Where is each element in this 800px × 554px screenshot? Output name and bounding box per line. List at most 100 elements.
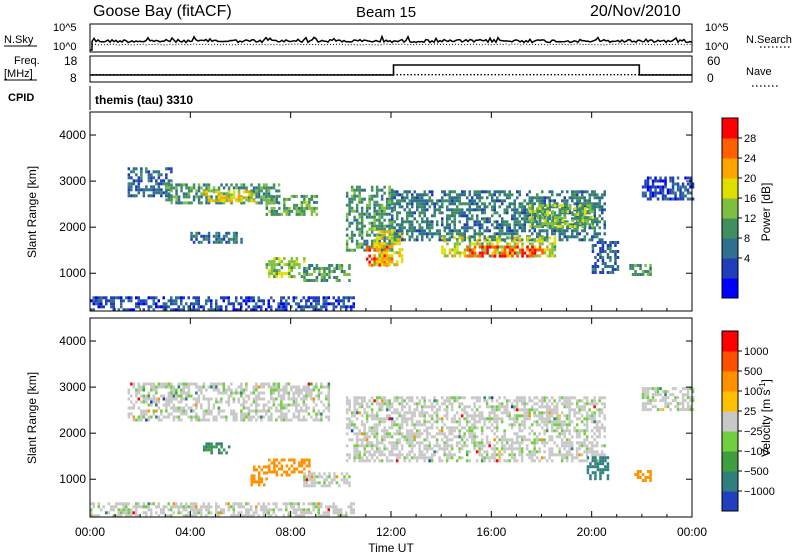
power-cell: [438, 211, 441, 215]
velocity-cell: [383, 444, 386, 448]
velocity-cell: [360, 402, 364, 406]
velocity-cell: [475, 399, 479, 403]
power-cell: [461, 211, 464, 215]
power-cell: [383, 236, 386, 240]
power-cell: [212, 199, 216, 203]
velocity-cell: [679, 390, 682, 394]
power-cell: [390, 245, 394, 249]
power-cell: [556, 202, 559, 206]
power-cell: [396, 190, 399, 194]
velocity-cell: [215, 385, 218, 389]
velocity-cell: [518, 435, 521, 439]
velocity-cell: [513, 420, 516, 424]
velocity-cell: [540, 438, 544, 442]
velocity-cell: [503, 438, 506, 442]
freq-trace: [90, 64, 692, 76]
power-cell: [360, 245, 364, 249]
velocity-cell: [661, 390, 665, 394]
velocity-cell: [548, 414, 551, 418]
power-cell: [205, 234, 208, 238]
velocity-cell: [578, 435, 581, 439]
power-cell: [423, 205, 426, 209]
power-cell: [476, 239, 479, 243]
power-cell: [488, 245, 492, 249]
velocity-cell: [510, 456, 514, 460]
velocity-cell: [483, 459, 486, 463]
power-cell: [172, 308, 175, 312]
power-cell: [396, 235, 399, 239]
power-cell: [576, 223, 579, 227]
velocity-cell: [242, 406, 246, 410]
power-cell: [396, 223, 399, 227]
velocity-cell: [553, 411, 556, 415]
power-cell: [350, 200, 354, 204]
velocity-cell: [543, 399, 546, 403]
velocity-cell: [448, 396, 451, 400]
power-ylabel: Slant Range [km]: [25, 166, 39, 258]
power-cell: [546, 225, 549, 229]
power-cell: [162, 182, 166, 186]
velocity-cell: [500, 438, 504, 442]
velocity-cell: [378, 453, 381, 457]
velocity-cell: [691, 387, 695, 391]
velocity-cell: [247, 418, 251, 422]
power-cell: [441, 217, 444, 221]
velocity-cell: [691, 390, 695, 394]
velocity-cell: [433, 411, 436, 415]
power-cell: [451, 208, 454, 212]
power-cell: [112, 302, 115, 306]
velocity-cell: [172, 397, 176, 401]
power-cell: [298, 212, 301, 216]
power-cell: [310, 197, 314, 201]
velocity-cell: [495, 414, 499, 418]
power-cell: [378, 215, 381, 219]
velocity-cell: [475, 444, 479, 448]
power-cell: [601, 271, 605, 274]
velocity-cell: [175, 391, 178, 395]
velocity-cell: [560, 456, 564, 460]
velocity-cell: [388, 408, 391, 412]
power-cell: [566, 190, 569, 194]
velocity-cell: [180, 400, 183, 404]
velocity-cell: [90, 511, 93, 515]
velocity-cell: [328, 475, 331, 479]
power-cell: [250, 296, 253, 300]
power-cell: [463, 211, 466, 215]
power-cell: [531, 232, 534, 236]
power-cell: [368, 194, 371, 198]
velocity-cell: [468, 414, 471, 418]
power-cell: [398, 248, 401, 252]
power-cell: [601, 205, 604, 209]
power-cell: [516, 229, 519, 233]
power-cell: [217, 305, 220, 309]
velocity-cell: [380, 405, 384, 409]
power-cell: [275, 272, 279, 276]
velocity-cell: [267, 400, 271, 404]
power-cell: [167, 305, 170, 309]
velocity-cell: [563, 399, 566, 403]
velocity-cell: [473, 414, 476, 418]
power-cell: [686, 188, 690, 192]
velocity-cell: [425, 426, 429, 430]
power-cell: [217, 234, 221, 238]
velocity-cell: [395, 429, 399, 433]
velocity-cell: [205, 442, 208, 446]
power-cell: [222, 196, 226, 200]
power-cell: [390, 257, 394, 261]
velocity-cell: [518, 441, 521, 445]
power-cell: [345, 273, 349, 276]
velocity-cell: [390, 420, 394, 424]
power-cell: [355, 227, 359, 231]
velocity-cell: [385, 429, 389, 433]
power-cell: [603, 226, 606, 230]
power-cell: [240, 201, 243, 205]
power-cell: [157, 170, 161, 174]
power-cell: [170, 183, 173, 187]
power-cell: [335, 264, 339, 267]
velocity-cell: [140, 409, 143, 413]
velocity-cell: [413, 402, 416, 406]
velocity-cell: [410, 420, 414, 424]
velocity-cell: [365, 450, 369, 454]
power-cell: [140, 179, 143, 183]
velocity-cell: [348, 420, 351, 424]
